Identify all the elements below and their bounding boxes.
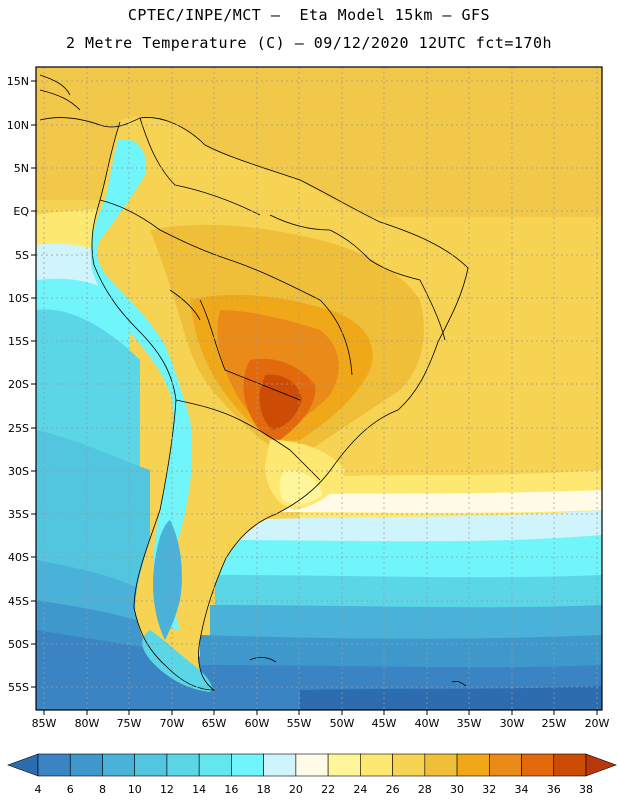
- colorbar-swatch: [392, 753, 426, 777]
- colorbar-label: 10: [128, 783, 142, 796]
- colorbar-label: 36: [547, 783, 561, 796]
- colorbar-swatch: [295, 753, 329, 777]
- colorbar-swatch: [134, 753, 168, 777]
- lat-label: 55S: [8, 681, 29, 694]
- colorbar-swatch: [231, 753, 264, 777]
- lat-label: EQ: [13, 205, 29, 218]
- colorbar-swatch: [521, 753, 555, 777]
- lon-label: 75W: [117, 717, 142, 730]
- title-line-2: 2 Metre Temperature (C) – 09/12/2020 12U…: [65, 34, 553, 52]
- lon-label: 40W: [415, 717, 440, 730]
- colorbar-label: 22: [321, 783, 335, 796]
- colorbar-swatch: [327, 753, 361, 777]
- lon-label: 20W: [585, 717, 610, 730]
- map-field: [36, 67, 602, 710]
- colorbar-label: 6: [67, 783, 74, 796]
- colorbar-swatch: [263, 753, 297, 777]
- lat-label: 10S: [8, 292, 29, 305]
- lon-label: 70W: [160, 717, 185, 730]
- colorbar-swatch: [37, 753, 71, 777]
- lon-label: 45W: [372, 717, 397, 730]
- map-frame: [35, 66, 603, 711]
- lat-label: 5N: [14, 162, 29, 175]
- colorbar-label: 16: [224, 783, 238, 796]
- colorbar-label: 28: [418, 783, 432, 796]
- title-line-1: CPTEC/INPE/MCT – Eta Model 15km – GFS: [127, 6, 491, 24]
- colorbar-swatch: [166, 753, 200, 777]
- lon-label: 55W: [287, 717, 312, 730]
- lat-label: 5S: [15, 249, 29, 262]
- lon-label: 35W: [457, 717, 482, 730]
- lon-label: 50W: [330, 717, 355, 730]
- lon-label: 30W: [500, 717, 525, 730]
- colorbar-label: 34: [515, 783, 529, 796]
- lat-label: 50S: [8, 638, 29, 651]
- colorbar-label: 20: [289, 783, 303, 796]
- lon-label: 65W: [202, 717, 227, 730]
- lon-label: 80W: [75, 717, 100, 730]
- longitude-labels: 85W 80W 75W 70W 65W 60W 55W 50W 45W 40W …: [32, 717, 610, 730]
- lat-label: 20S: [8, 378, 29, 391]
- colorbar-label: 8: [99, 783, 106, 796]
- lat-label: 35S: [8, 508, 29, 521]
- colorbar-label: 14: [192, 783, 206, 796]
- lon-label: 60W: [245, 717, 270, 730]
- lat-label: 10N: [7, 119, 29, 132]
- colorbar-low-arrow: [7, 753, 39, 777]
- lat-label: 30S: [8, 465, 29, 478]
- colorbar-label: 38: [579, 783, 593, 796]
- lon-label: 25W: [542, 717, 567, 730]
- colorbar-swatch: [456, 753, 490, 777]
- colorbar-label: 24: [353, 783, 367, 796]
- colorbar-swatch: [424, 753, 458, 777]
- borders: [39, 74, 469, 691]
- colorbar-label: 4: [35, 783, 42, 796]
- colorbar-swatch: [198, 753, 232, 777]
- colorbar-label: 30: [450, 783, 464, 796]
- colorbar-swatch: [488, 753, 522, 777]
- colorbar-swatch: [360, 753, 393, 777]
- colorbar-swatch: [102, 753, 136, 777]
- lat-label: 15S: [8, 335, 29, 348]
- colorbar-label: 32: [482, 783, 496, 796]
- lat-label: 40S: [8, 551, 29, 564]
- colorbar-label: 18: [257, 783, 271, 796]
- lon-label: 85W: [32, 717, 57, 730]
- latitude-labels: 15N 10N 5N EQ 5S 10S 15S 20S 25S 30S 35S…: [7, 75, 30, 694]
- colorbar-label: 26: [386, 783, 400, 796]
- colorbar-swatch: [553, 753, 587, 777]
- colorbar-label: 12: [160, 783, 174, 796]
- gridlines: [36, 67, 602, 710]
- lat-label: 45S: [8, 595, 29, 608]
- colorbar-swatch: [69, 753, 103, 777]
- colorbar-high-arrow: [585, 753, 617, 777]
- lat-label: 25S: [8, 422, 29, 435]
- lat-label: 15N: [7, 75, 29, 88]
- colorbar: 4 6 8 10 12 14 16 18 20 22 24 26 28 30 32 34 36 38: [7, 753, 617, 796]
